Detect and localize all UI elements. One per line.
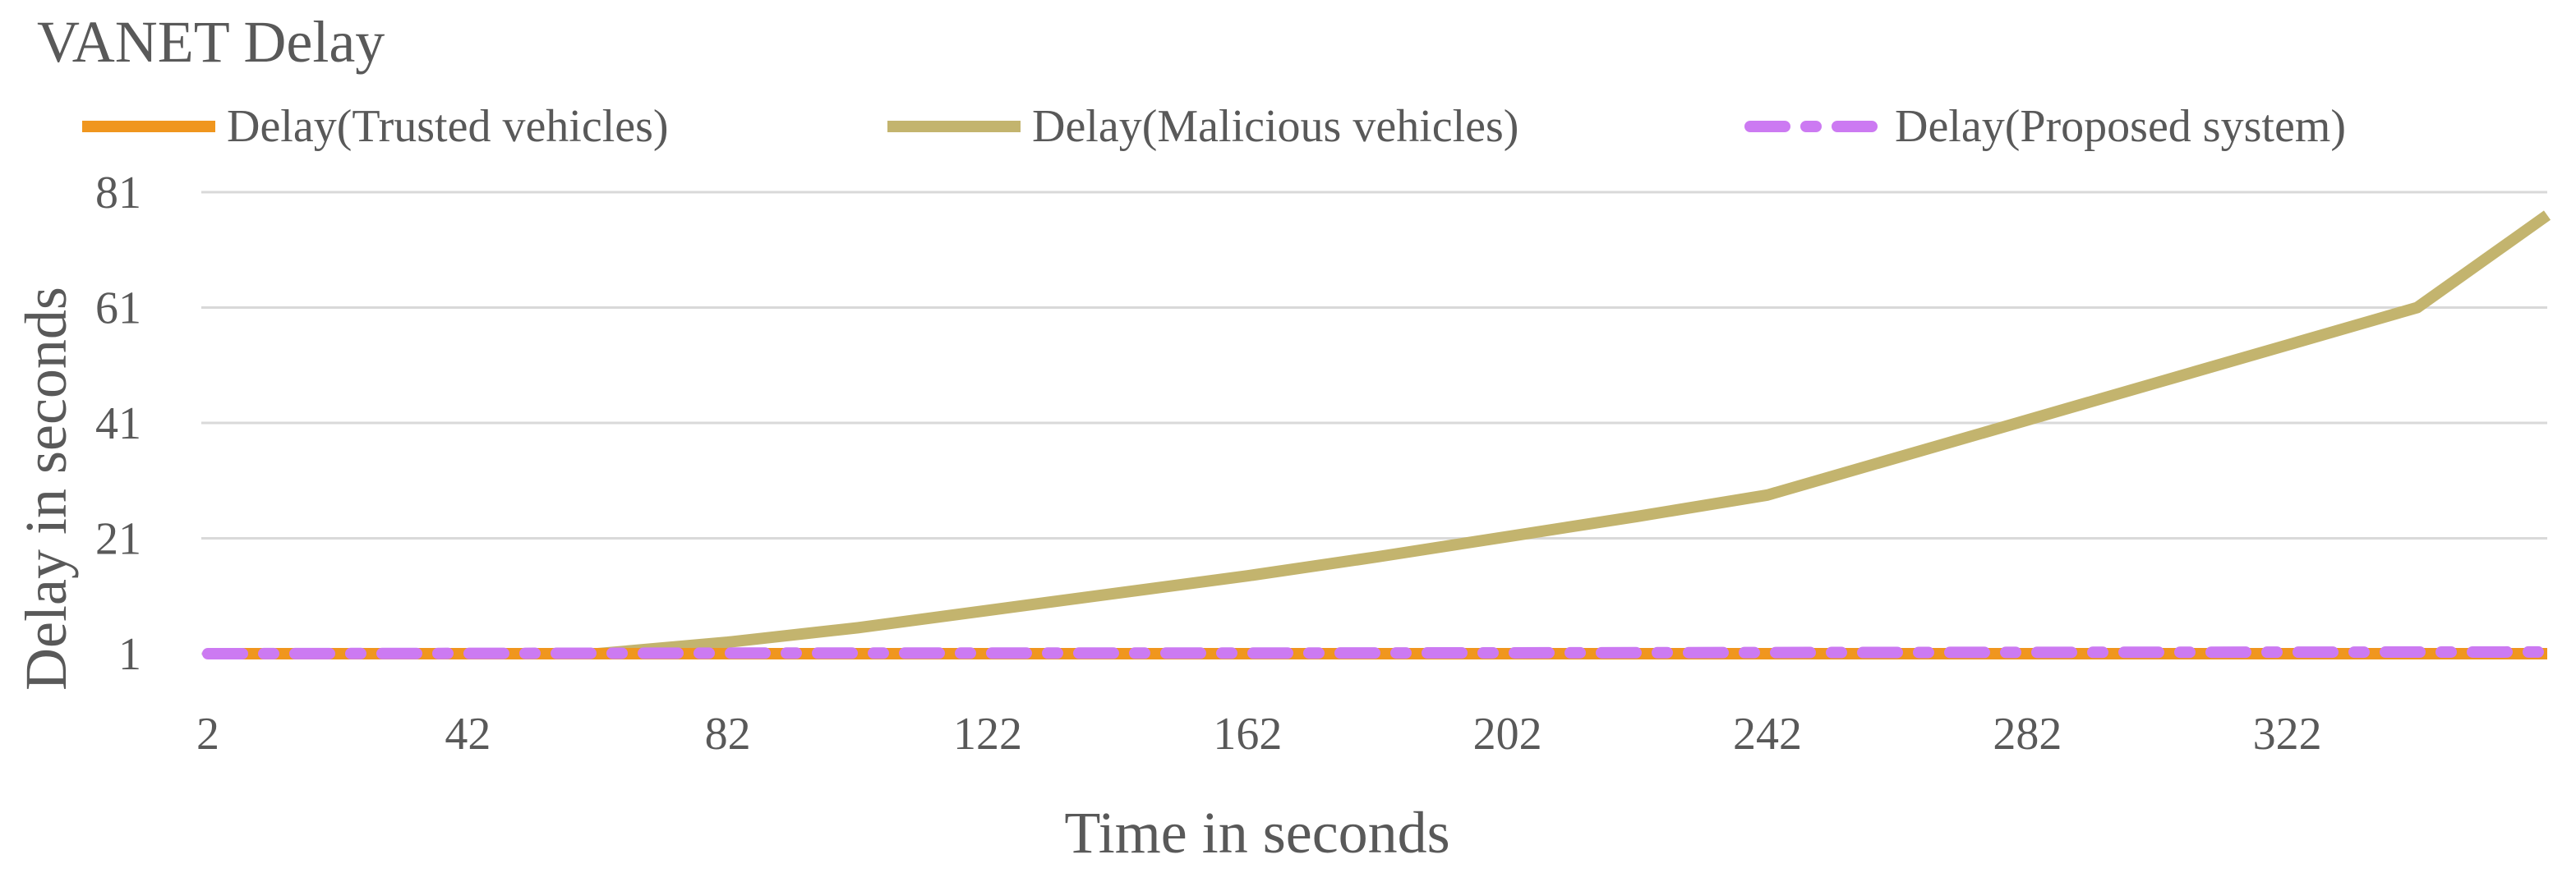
y-tick-label: 81 (95, 168, 141, 218)
x-tick-label: 162 (1213, 709, 1282, 760)
x-tick-label: 82 (705, 709, 751, 760)
series-lines (202, 210, 2553, 659)
x-tick-label: 2 (196, 709, 219, 760)
gridlines (201, 191, 2547, 655)
series-line-proposed (202, 645, 2553, 659)
legend-item-trusted: Delay(Trusted vehicles) (82, 101, 669, 152)
x-tick-label: 42 (445, 709, 491, 760)
legend-label-trusted: Delay(Trusted vehicles) (227, 101, 669, 152)
chart-title: VANET Delay (37, 9, 385, 75)
legend-label-proposed: Delay(Proposed system) (1895, 101, 2346, 152)
y-tick-label: 1 (118, 629, 141, 680)
x-axis: 2 42 82 122 162 202 242 282 322 (196, 709, 2322, 760)
x-tick-label: 282 (1993, 709, 2062, 760)
x-tick-label: 122 (953, 709, 1022, 760)
x-tick-label: 322 (2253, 709, 2322, 760)
legend-item-malicious: Delay(Malicious vehicles) (887, 101, 1518, 152)
series-line-malicious (208, 210, 2551, 659)
legend-item-proposed: Delay(Proposed system) (1744, 101, 2346, 152)
y-tick-label: 41 (95, 398, 141, 449)
y-tick-label: 61 (95, 283, 141, 334)
x-tick-label: 202 (1473, 709, 1542, 760)
y-axis: 1 21 41 61 81 (95, 168, 141, 680)
legend-label-malicious: Delay(Malicious vehicles) (1032, 101, 1518, 152)
x-tick-label: 242 (1733, 709, 1802, 760)
x-axis-title: Time in seconds (1064, 800, 1449, 866)
legend: Delay(Trusted vehicles) Delay(Malicious … (82, 101, 2346, 152)
y-tick-label: 21 (95, 514, 141, 565)
y-axis-title: Delay in seconds (13, 287, 79, 691)
